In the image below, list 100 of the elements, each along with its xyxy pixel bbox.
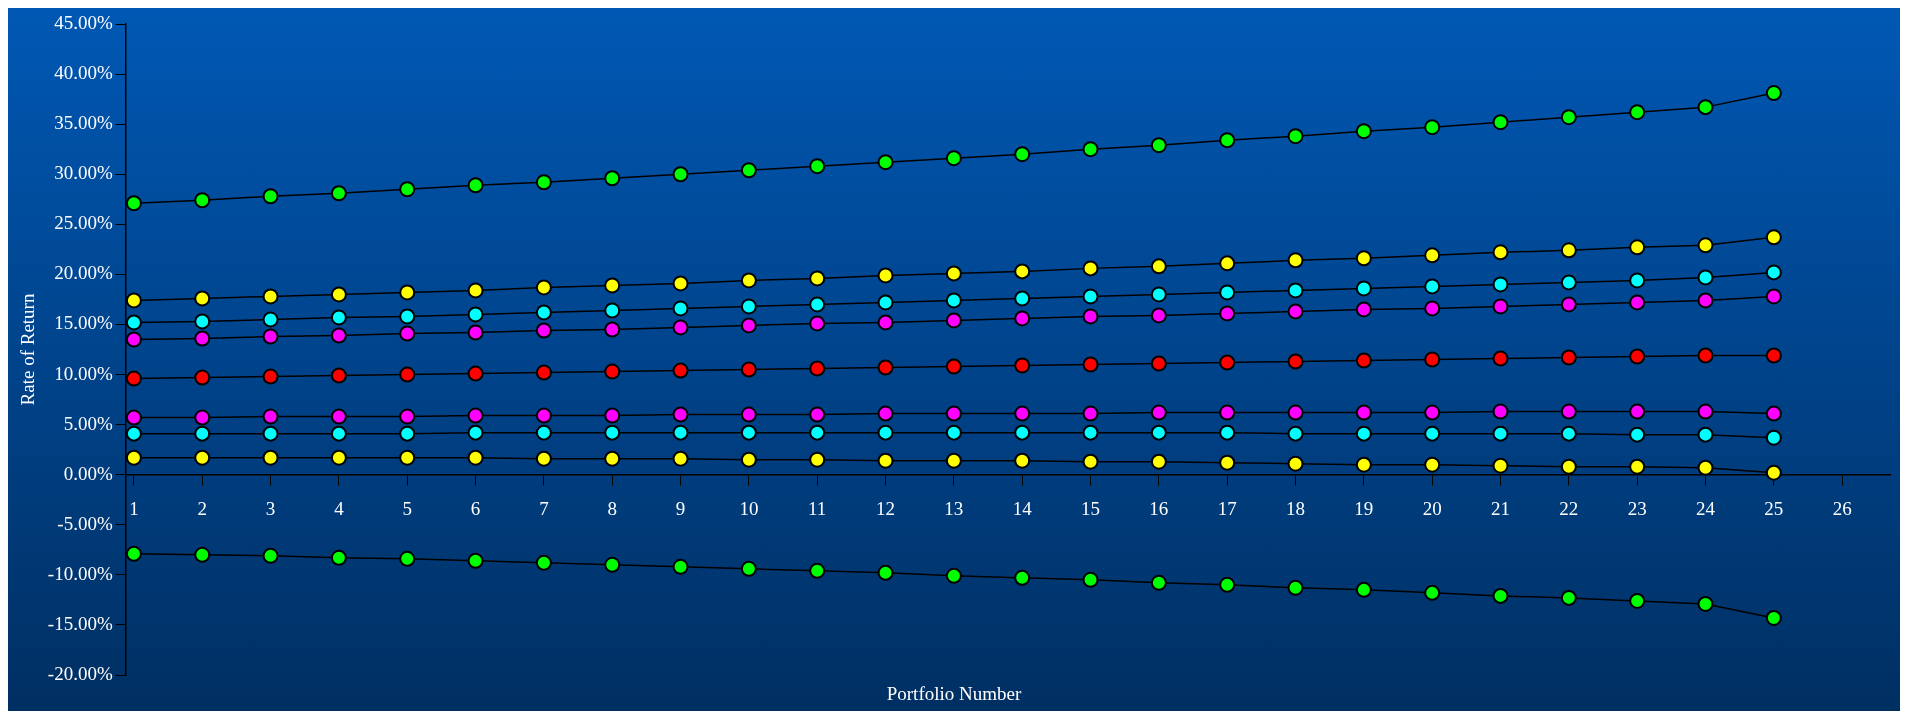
point (1697, 595, 1714, 612)
point (1697, 269, 1714, 286)
x-tick-label: 14 (1012, 498, 1033, 520)
x-tick-label: 26 (1832, 498, 1852, 520)
point (399, 366, 416, 383)
point (1150, 307, 1167, 324)
point (1150, 574, 1167, 591)
point (1287, 353, 1304, 370)
point (672, 406, 689, 423)
point (809, 296, 826, 313)
point (125, 370, 142, 387)
point (1287, 425, 1304, 442)
point (1492, 244, 1509, 261)
point (1492, 587, 1509, 604)
x-tick-label: 21 (1491, 498, 1511, 520)
point (262, 188, 279, 205)
point (740, 162, 757, 179)
x-tick-label: 12 (876, 498, 896, 520)
point (1082, 260, 1099, 277)
point (262, 408, 279, 425)
point (125, 331, 142, 348)
point (672, 166, 689, 183)
point (1355, 301, 1372, 318)
point (1629, 272, 1646, 289)
point (1492, 457, 1509, 474)
point (1697, 237, 1714, 254)
point (330, 449, 347, 466)
point (604, 424, 621, 441)
point (877, 564, 894, 581)
point (1150, 424, 1167, 441)
point (535, 364, 552, 381)
point (467, 324, 484, 341)
y-tick-label: -15.00% (47, 612, 113, 634)
x-tick-label: 5 (402, 498, 412, 520)
y-tick-label: 10.00% (54, 362, 113, 384)
y-tick-label: 15.00% (54, 312, 113, 334)
point (945, 567, 962, 584)
y-tick-label: 30.00% (54, 162, 113, 184)
point (125, 409, 142, 426)
x-tick-label: 13 (944, 498, 964, 520)
point (877, 294, 894, 311)
point (262, 368, 279, 385)
point (740, 298, 757, 315)
point (1082, 141, 1099, 158)
point (945, 265, 962, 282)
point (1424, 278, 1441, 295)
point (1014, 310, 1031, 327)
x-tick-label: 15 (1081, 498, 1101, 520)
point (809, 406, 826, 423)
point (1492, 114, 1509, 131)
point (740, 361, 757, 378)
x-tick-label: 16 (1149, 498, 1169, 520)
point (1765, 429, 1782, 446)
x-tick-label: 9 (675, 498, 686, 520)
point (1765, 85, 1782, 102)
x-axis-title: Portfolio Number (885, 683, 1023, 705)
y-tick-label: 45.00% (54, 11, 113, 33)
point (1765, 405, 1782, 422)
point (1082, 571, 1099, 588)
point (1424, 300, 1441, 317)
point (945, 312, 962, 329)
point (194, 313, 211, 330)
point (877, 267, 894, 284)
point (672, 319, 689, 336)
point (535, 304, 552, 321)
point (1219, 404, 1236, 421)
point (330, 185, 347, 202)
point (194, 290, 211, 307)
point (1765, 464, 1782, 481)
point (1424, 425, 1441, 442)
point (399, 325, 416, 342)
point (194, 425, 211, 442)
point (1150, 258, 1167, 275)
point (1082, 453, 1099, 470)
point (125, 545, 142, 562)
point (1082, 356, 1099, 373)
point (1014, 569, 1031, 586)
point (877, 314, 894, 331)
point (809, 451, 826, 468)
point (1697, 347, 1714, 364)
point (535, 450, 552, 467)
point (1629, 426, 1646, 443)
point (535, 322, 552, 339)
point (1219, 454, 1236, 471)
point (1014, 263, 1031, 280)
x-tick-label: 17 (1217, 498, 1237, 520)
x-tick-label: 20 (1422, 498, 1442, 520)
x-tick-label: 19 (1354, 498, 1374, 520)
point (399, 449, 416, 466)
point (604, 556, 621, 573)
point (740, 272, 757, 289)
point (535, 279, 552, 296)
point (1765, 288, 1782, 305)
point (809, 424, 826, 441)
point (1629, 592, 1646, 609)
point (1629, 239, 1646, 256)
point (194, 192, 211, 209)
point (1560, 403, 1577, 420)
point (467, 552, 484, 569)
point (330, 309, 347, 326)
